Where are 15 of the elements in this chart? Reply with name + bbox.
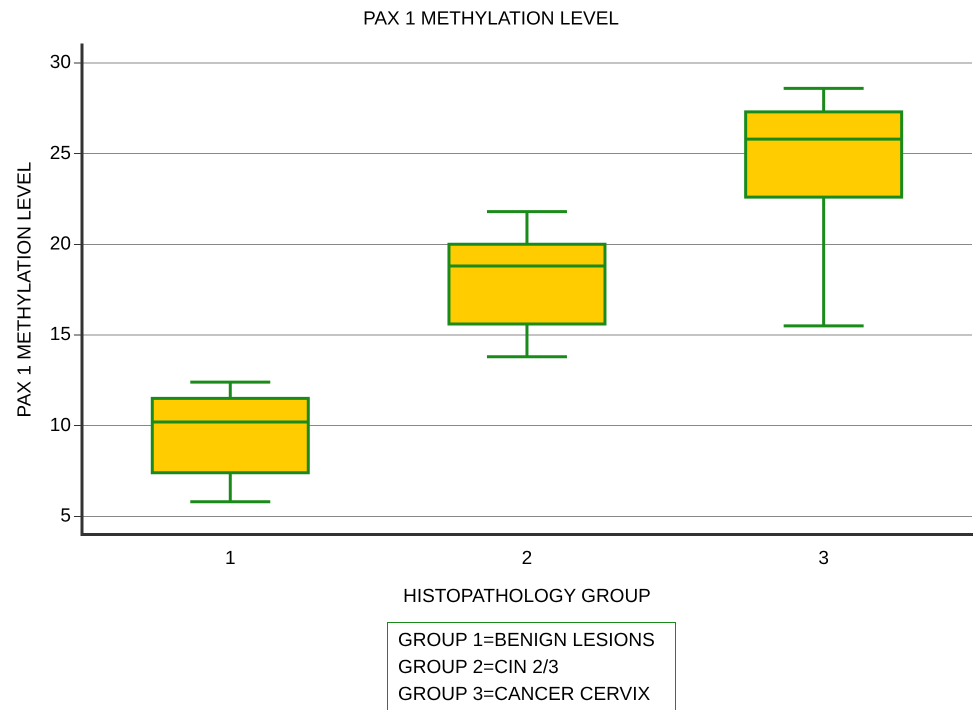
y-tick-label: 25: [50, 142, 71, 164]
text: GROUP 1=BENIGN LESIONS: [398, 629, 655, 653]
x-tick-label: 2: [522, 548, 532, 570]
text: GROUP 3=CANCER CERVIX: [398, 683, 652, 707]
x-tick-label: 1: [224, 548, 236, 570]
chart-title: PAX 1 METHYLATION LEVEL: [363, 8, 619, 30]
x-axis-title: HISTOPATHOLOGY GROUP: [403, 586, 651, 607]
y-tick-label: 30: [50, 52, 71, 74]
text: GROUP 2=CIN 2/3: [398, 656, 560, 680]
y-tick-label: 10: [50, 414, 71, 436]
x-tick-label: 3: [818, 548, 829, 570]
y-tick-label: 15: [50, 324, 71, 346]
y-axis-title: PAX 1 METHYLATION LEVEL: [14, 162, 36, 418]
y-tick-label: 20: [50, 234, 71, 254]
y-tick-label: 5: [60, 506, 71, 526]
